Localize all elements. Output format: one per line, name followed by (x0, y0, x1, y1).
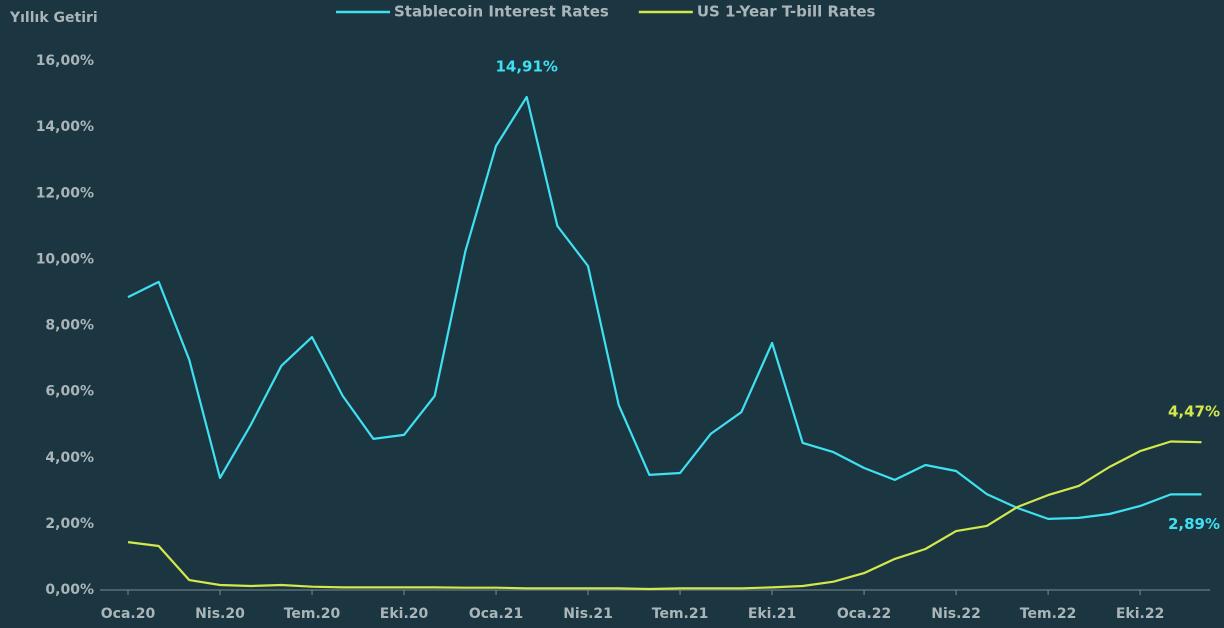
x-tick-label: Nis.20 (195, 606, 245, 622)
y-tick-label: 6,00% (45, 384, 94, 400)
legend-label: Stablecoin Interest Rates (394, 3, 609, 21)
x-tick-label: Oca.20 (101, 606, 156, 622)
legend-label: US 1-Year T-bill Rates (697, 3, 876, 21)
series-line (127, 440, 1202, 591)
x-tick-label: Eki.21 (748, 606, 796, 622)
x-tick-label: Tem.21 (652, 606, 709, 622)
data-label: 2,89% (1168, 515, 1220, 533)
data-label: 14,91% (495, 58, 557, 76)
y-tick-label: 8,00% (45, 318, 94, 334)
y-tick-label: 16,00% (36, 53, 94, 69)
x-tick-label: Eki.22 (1116, 606, 1164, 622)
data-label: 4,47% (1168, 403, 1220, 421)
x-tick-label: Oca.22 (837, 606, 891, 622)
y-tick-label: 10,00% (36, 251, 94, 267)
x-tick-label: Nis.21 (563, 606, 613, 622)
x-tick-label: Oca.21 (469, 606, 523, 622)
x-tick-label: Tem.20 (284, 606, 341, 622)
x-tick-label: Tem.22 (1020, 606, 1077, 622)
x-tick-label: Eki.20 (380, 606, 429, 622)
x-tick-label: Nis.22 (931, 606, 981, 622)
y-tick-label: 14,00% (36, 119, 94, 135)
y-tick-label: 0,00% (45, 582, 94, 598)
y-tick-label: 12,00% (36, 185, 94, 201)
series-line (127, 95, 1202, 520)
y-axis-label: Yıllık Getiri (9, 10, 98, 26)
y-tick-label: 2,00% (45, 516, 94, 532)
y-tick-label: 4,00% (45, 450, 94, 466)
